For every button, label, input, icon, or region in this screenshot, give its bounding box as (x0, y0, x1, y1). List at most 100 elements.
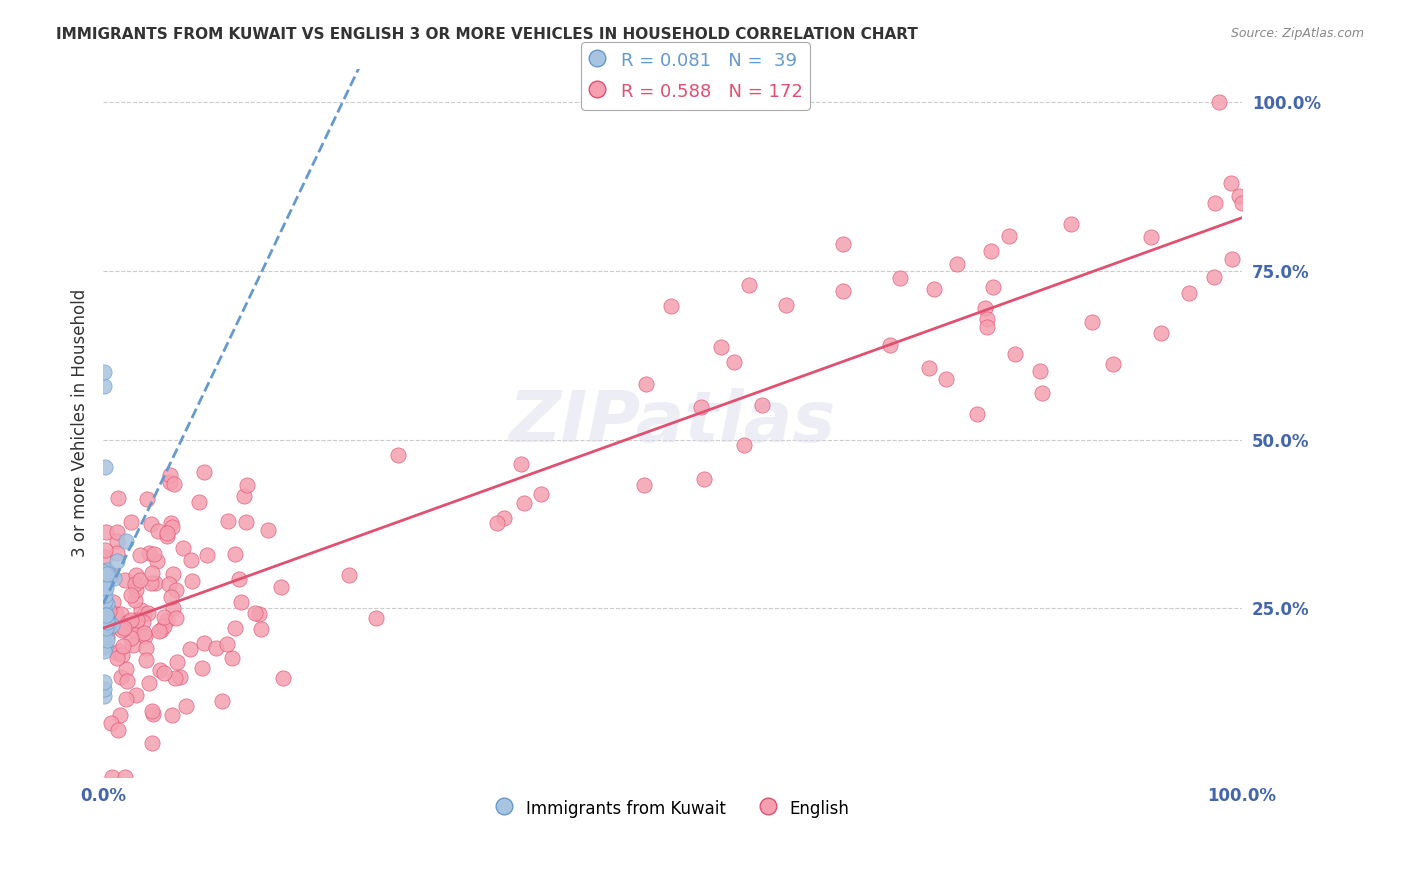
English (114, 573, 136, 587)
English (120, 515, 142, 529)
English (492, 511, 515, 525)
English (1060, 217, 1083, 231)
English (124, 593, 146, 607)
English (211, 694, 233, 708)
English (157, 576, 180, 591)
English (181, 574, 204, 589)
Immigrants from Kuwait (91, 599, 114, 614)
English (111, 648, 134, 663)
English (105, 651, 128, 665)
Immigrants from Kuwait (93, 689, 115, 703)
English (152, 610, 174, 624)
Immigrants from Kuwait (96, 563, 118, 577)
English (966, 407, 988, 421)
English (160, 516, 183, 530)
English (1149, 326, 1171, 340)
Immigrants from Kuwait (97, 618, 120, 632)
Immigrants from Kuwait (94, 640, 117, 654)
Immigrants from Kuwait (96, 615, 118, 629)
English (659, 299, 682, 313)
Immigrants from Kuwait (105, 554, 128, 568)
English (166, 655, 188, 669)
English (974, 301, 997, 315)
English (122, 638, 145, 652)
English (245, 607, 267, 621)
English (1230, 196, 1253, 211)
English (143, 575, 166, 590)
English (159, 467, 181, 482)
English (110, 607, 132, 622)
English (100, 567, 122, 582)
Immigrants from Kuwait (96, 597, 118, 611)
English (110, 670, 132, 684)
English (120, 588, 142, 602)
English (530, 487, 553, 501)
Text: Source: ZipAtlas.com: Source: ZipAtlas.com (1230, 27, 1364, 40)
English (976, 311, 998, 326)
English (775, 298, 797, 312)
Immigrants from Kuwait (96, 567, 118, 582)
English (889, 270, 911, 285)
English (271, 671, 294, 685)
English (96, 630, 118, 644)
English (96, 524, 118, 539)
English (693, 472, 716, 486)
Immigrants from Kuwait (96, 615, 118, 629)
Immigrants from Kuwait (96, 620, 118, 634)
English (981, 280, 1004, 294)
English (169, 670, 191, 684)
Legend: Immigrants from Kuwait, English: Immigrants from Kuwait, English (489, 791, 856, 825)
Immigrants from Kuwait (97, 615, 120, 630)
English (172, 541, 194, 556)
English (205, 641, 228, 656)
English (176, 698, 198, 713)
Immigrants from Kuwait (96, 632, 118, 647)
Immigrants from Kuwait (93, 365, 115, 379)
English (1028, 364, 1050, 378)
English (125, 582, 148, 597)
English (633, 477, 655, 491)
English (127, 614, 149, 628)
English (125, 568, 148, 582)
English (922, 282, 945, 296)
English (132, 626, 155, 640)
English (690, 400, 713, 414)
English (751, 398, 773, 412)
English (132, 607, 155, 621)
Immigrants from Kuwait (93, 682, 115, 697)
English (1178, 285, 1201, 300)
English (221, 651, 243, 665)
English (134, 629, 156, 643)
English (159, 475, 181, 489)
English (143, 547, 166, 561)
English (138, 675, 160, 690)
English (1101, 357, 1123, 371)
English (149, 663, 172, 677)
English (138, 546, 160, 560)
English (107, 491, 129, 505)
English (710, 340, 733, 354)
English (129, 549, 152, 563)
Text: ZIPatlas: ZIPatlas (509, 388, 837, 458)
English (634, 376, 657, 391)
English (148, 524, 170, 538)
English (107, 723, 129, 737)
English (1204, 196, 1226, 211)
English (120, 631, 142, 645)
Immigrants from Kuwait (93, 378, 115, 392)
English (1004, 347, 1026, 361)
English (136, 606, 159, 620)
Immigrants from Kuwait (115, 533, 138, 548)
English (160, 708, 183, 723)
English (101, 770, 124, 784)
English (1140, 230, 1163, 244)
English (193, 465, 215, 479)
Immigrants from Kuwait (96, 607, 118, 622)
English (998, 228, 1021, 243)
English (135, 640, 157, 655)
Y-axis label: 3 or more Vehicles in Household: 3 or more Vehicles in Household (72, 289, 89, 557)
English (132, 615, 155, 629)
English (188, 495, 211, 509)
Immigrants from Kuwait (93, 675, 115, 690)
English (94, 542, 117, 557)
